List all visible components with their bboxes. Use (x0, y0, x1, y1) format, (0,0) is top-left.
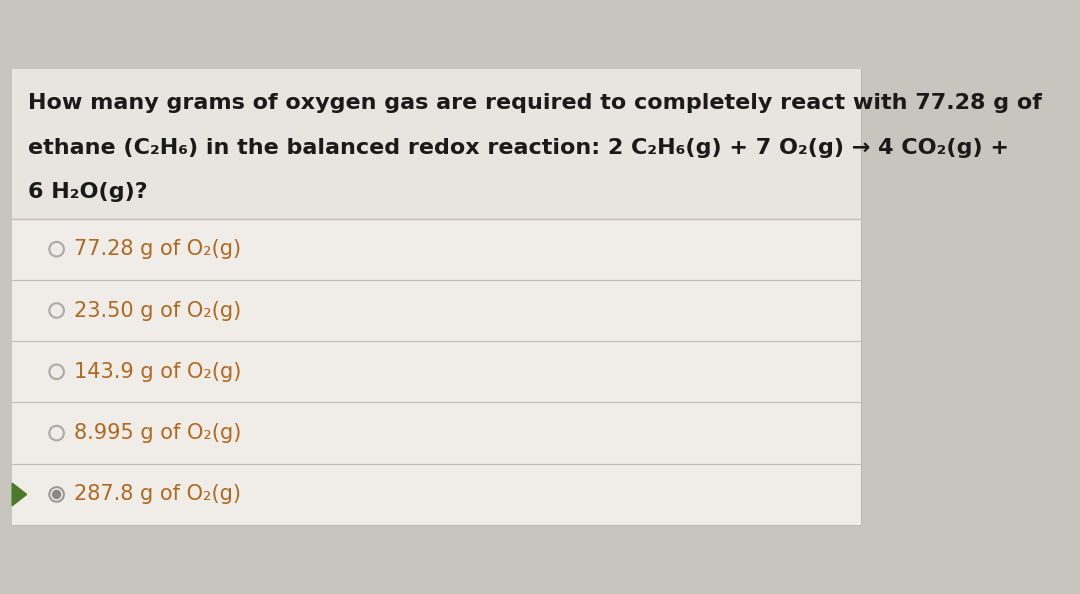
Text: 77.28 g of O₂(g): 77.28 g of O₂(g) (75, 239, 242, 259)
Circle shape (53, 491, 60, 498)
Text: 143.9 g of O₂(g): 143.9 g of O₂(g) (75, 362, 242, 382)
Polygon shape (12, 483, 27, 505)
Bar (12, 219, 862, 280)
Bar (12, 280, 862, 341)
Bar (12, 403, 862, 464)
Text: 6 H₂O(g)?: 6 H₂O(g)? (28, 182, 148, 202)
Bar (12, 464, 862, 525)
Text: ethane (C₂H₆) in the balanced redox reaction: 2 C₂H₆(g) + 7 O₂(g) → 4 CO₂(g) +: ethane (C₂H₆) in the balanced redox reac… (28, 138, 1010, 157)
Bar (12, 69, 862, 219)
Text: How many grams of oxygen gas are required to completely react with 77.28 g of: How many grams of oxygen gas are require… (28, 93, 1042, 113)
Text: 23.50 g of O₂(g): 23.50 g of O₂(g) (75, 301, 242, 321)
Text: 287.8 g of O₂(g): 287.8 g of O₂(g) (75, 485, 242, 504)
Bar (12, 341, 862, 403)
Text: 8.995 g of O₂(g): 8.995 g of O₂(g) (75, 423, 242, 443)
